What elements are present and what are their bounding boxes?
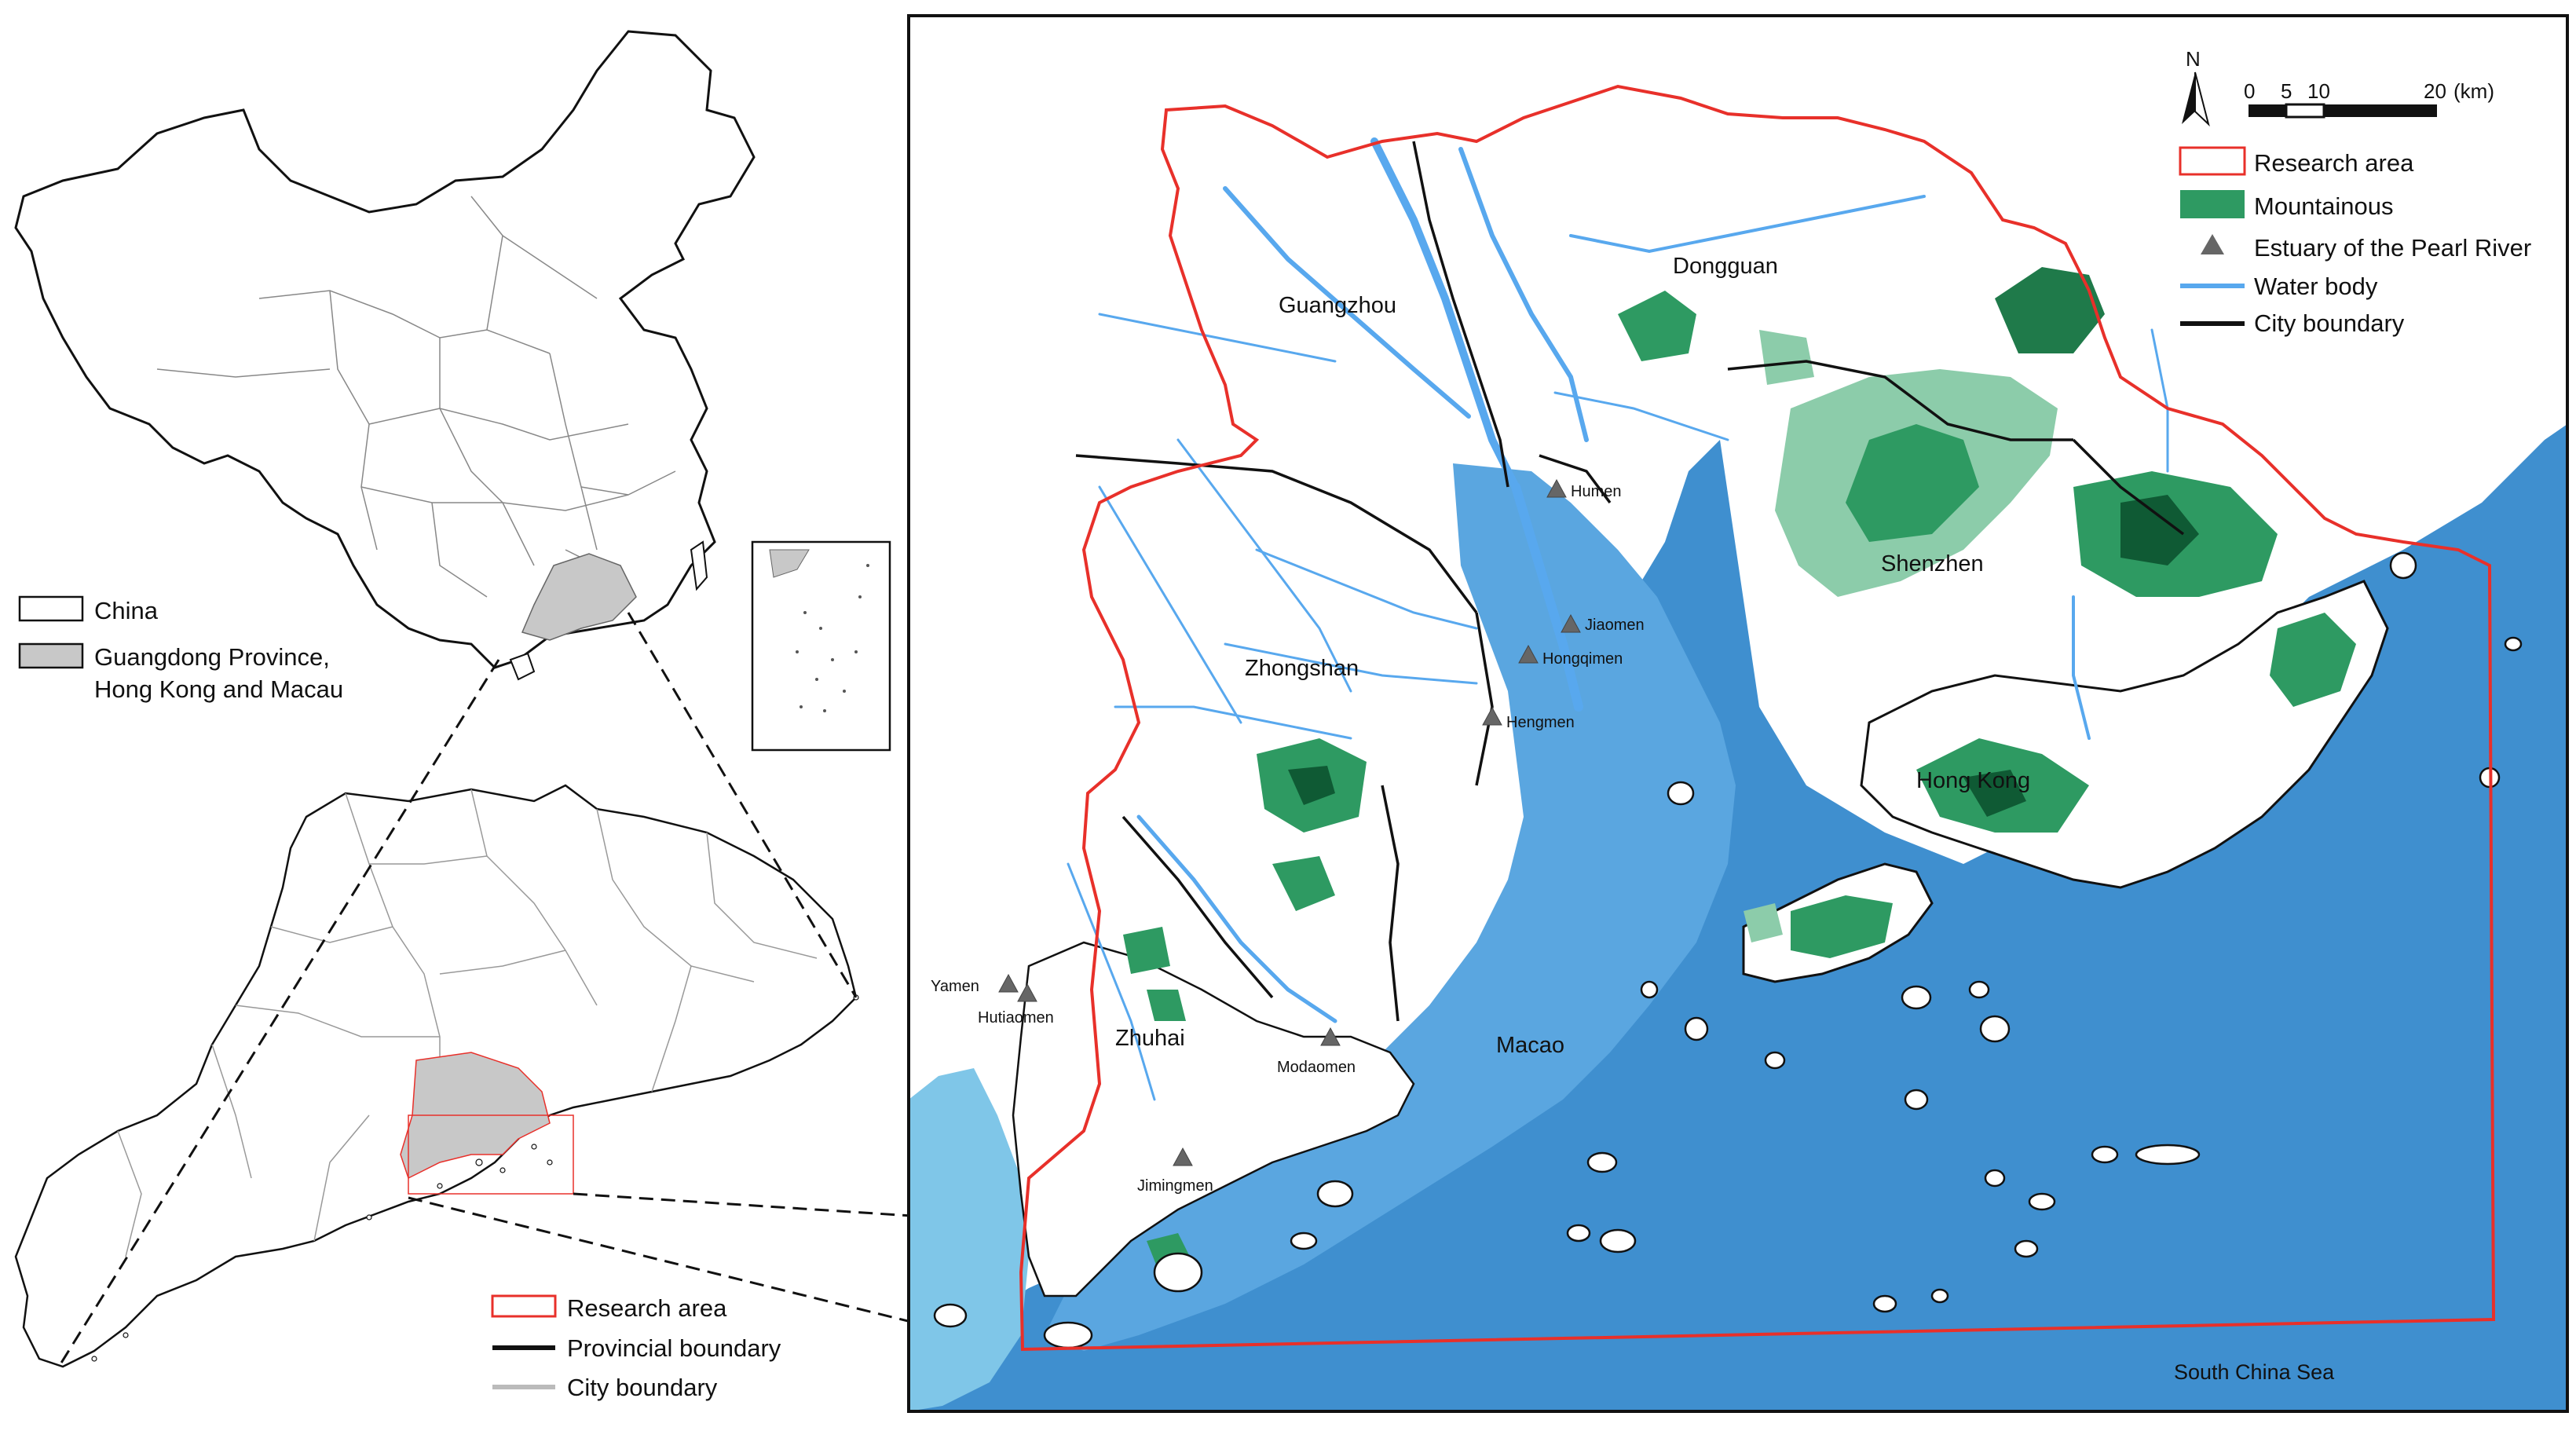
- map-legend-swatch-mountainous: [2180, 190, 2245, 218]
- estuary-labels: Humen Jiaomen Hongqimen Hengmen Yamen Hu…: [931, 483, 1645, 1195]
- map-legend-symbol-estuary: [2201, 234, 2224, 254]
- map-legend-label-estuary: Estuary of the Pearl River: [2254, 234, 2531, 262]
- mountainous-areas: [1123, 267, 2356, 1280]
- map-legend-swatch-research-area: [2179, 146, 2246, 176]
- city-labels: Dongguan Guangzhou Shenzhen Zhongshan Ho…: [1115, 254, 2030, 1058]
- city-label-zhongshan: Zhongshan: [1245, 656, 1359, 681]
- scale-unit: (km): [2453, 79, 2494, 103]
- pearl-river-estuary-map: Dongguan Guangzhou Shenzhen Zhongshan Ho…: [909, 16, 2567, 1411]
- guangdong-highlight: [521, 553, 637, 641]
- scale-tick-10: 10: [2307, 79, 2330, 103]
- research-area-boundary: [1019, 84, 2496, 1352]
- china-overview-map: [14, 30, 891, 752]
- north-arrow: N: [2182, 47, 2210, 127]
- estuary-markers: [998, 478, 1581, 1166]
- city-label-zhuhai: Zhuhai: [1115, 1026, 1185, 1051]
- map-legend-label-city-boundary: City boundary: [2254, 309, 2405, 337]
- west-coast-shallow-water: [909, 1068, 1029, 1411]
- guangdong-city-boundaries: [117, 789, 818, 1257]
- legend-swatch-research-area: [491, 1294, 557, 1318]
- legend-label-guangdong-2: Hong Kong and Macau: [94, 675, 343, 703]
- map-legend-label-research-area: Research area: [2254, 149, 2414, 177]
- estuary-label-jiaomen: Jiaomen: [1585, 617, 1645, 634]
- estuary-label-hutiaomen: Hutiaomen: [978, 1009, 1054, 1027]
- estuary-label-hongqimen: Hongqimen: [1542, 650, 1623, 668]
- scale-tick-0: 0: [2244, 79, 2255, 103]
- map-legend-label-water-body: Water body: [2254, 273, 2378, 300]
- research-area-box-small: [408, 1114, 574, 1195]
- legend-label-research-area: Research area: [567, 1294, 727, 1322]
- coastal-islands: [91, 994, 859, 1362]
- city-label-macao: Macao: [1496, 1033, 1564, 1058]
- estuary-label-hengmen: Hengmen: [1506, 714, 1575, 731]
- estuary-marker-hengmen: [1482, 706, 1502, 726]
- hainan-island: [509, 652, 536, 681]
- estuary-label-jimingmen: Jimingmen: [1137, 1177, 1213, 1195]
- estuary-marker-modaomen: [1320, 1027, 1341, 1046]
- city-label-hong-kong: Hong Kong: [1916, 768, 2030, 793]
- legend-label-guangdong-1: Guangdong Province,: [94, 643, 330, 671]
- overview-legend: China Guangdong Province, Hong Kong and …: [18, 595, 343, 703]
- city-label-dongguan: Dongguan: [1673, 254, 1778, 279]
- legend-swatch-guangdong: [18, 642, 84, 669]
- estuary-marker-jiaomen: [1561, 613, 1581, 633]
- scale-tick-20: 20: [2424, 79, 2446, 103]
- estuary-marker-jimingmen: [1173, 1147, 1193, 1166]
- estuary-shallow-water: [1045, 463, 1736, 1351]
- city-label-shenzhen: Shenzhen: [1881, 551, 1984, 576]
- legend-swatch-china: [18, 595, 84, 622]
- map-legend-label-mountainous: Mountainous: [2254, 192, 2394, 220]
- estuary-marker-yamen: [998, 973, 1019, 993]
- scale-tick-5: 5: [2281, 79, 2292, 103]
- map-frame: [907, 14, 2569, 1413]
- estuary-label-humen: Humen: [1571, 483, 1621, 500]
- estuary-label-modaomen: Modaomen: [1277, 1059, 1356, 1076]
- offshore-islands: [933, 551, 2523, 1349]
- china-province-boundaries: [156, 196, 676, 598]
- map-legend: Research area Mountainous Estuary of the…: [2179, 146, 2531, 337]
- legend-label-city-boundary: City boundary: [567, 1374, 718, 1401]
- zhuhai-macao-coast: [1012, 941, 1415, 1297]
- china-outline: [14, 30, 756, 669]
- estuary-marker-hongqimen: [1518, 644, 1539, 664]
- estuary-label-yamen: Yamen: [931, 978, 979, 995]
- estuary-marker-humen: [1546, 478, 1567, 498]
- taiwan-island: [690, 540, 708, 591]
- scale-bar: 0 5 10 20 (km): [2244, 79, 2494, 119]
- detail-legend: Research area Provincial boundary City b…: [491, 1294, 781, 1401]
- legend-label-china: China: [94, 597, 159, 624]
- sea-label: South China Sea: [2174, 1360, 2335, 1384]
- guangdong-detail-map: [14, 784, 859, 1368]
- city-label-guangzhou: Guangzhou: [1279, 293, 1396, 318]
- estuary-marker-hutiaomen: [1017, 983, 1037, 1002]
- legend-label-provincial-boundary: Provincial boundary: [567, 1334, 781, 1362]
- inset-islands: [769, 549, 869, 712]
- north-arrow-label: N: [2186, 47, 2201, 71]
